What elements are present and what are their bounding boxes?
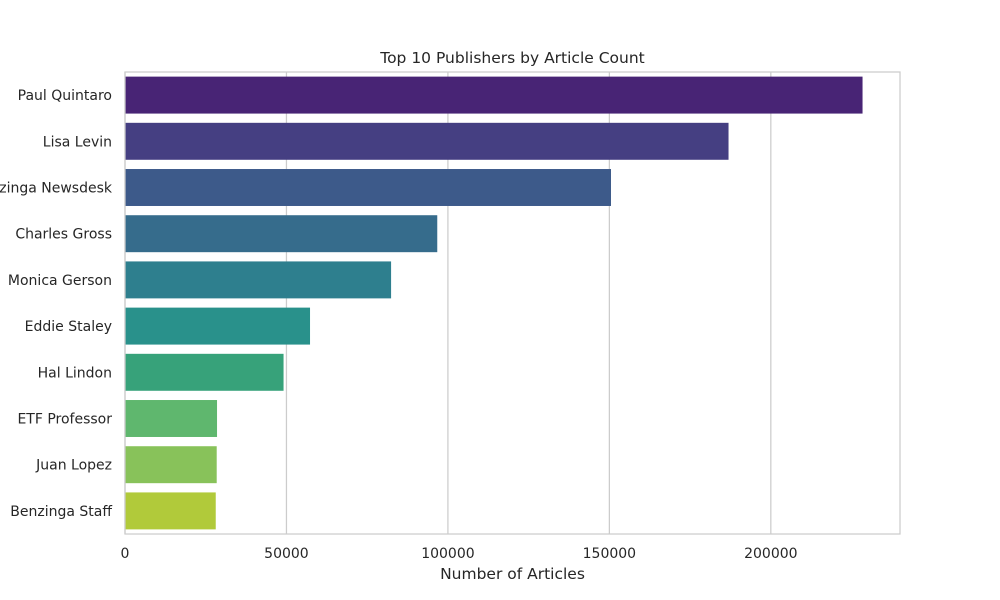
plot-frame: [124, 71, 901, 535]
bar: [125, 307, 311, 345]
bar: [125, 446, 217, 484]
x-tick-labels: 0 50000 100000 150000 200000: [121, 546, 798, 562]
y-tick-label: Lisa Levin: [43, 134, 112, 150]
bars: [125, 76, 863, 530]
x-tick-label: 0: [121, 546, 130, 562]
y-tick-label: Eddie Staley: [25, 319, 112, 335]
y-tick-label: Monica Gerson: [8, 273, 112, 289]
x-tick-label: 100000: [421, 546, 474, 562]
y-tick-label: Benzinga Staff: [10, 504, 112, 520]
bar: [125, 492, 216, 530]
x-axis-title: Number of Articles: [440, 565, 585, 583]
y-tick-label: Paul Quintaro: [18, 88, 112, 104]
x-tick-label: 200000: [744, 546, 797, 562]
bar: [125, 261, 392, 299]
y-tick-label: Hal Lindon: [38, 365, 112, 381]
y-tick-label: ETF Professor: [17, 412, 112, 428]
bar: [125, 353, 284, 391]
bar: [125, 215, 438, 253]
chart-title: Top 10 Publishers by Article Count: [379, 49, 645, 67]
y-tick-label: Charles Gross: [15, 227, 112, 243]
bar: [125, 400, 218, 437]
x-tick-label: 150000: [583, 546, 636, 562]
bar: [125, 122, 729, 160]
bar: [125, 169, 611, 206]
x-tick-label: 50000: [264, 546, 309, 562]
bar: [125, 76, 863, 114]
y-tick-label: Juan Lopez: [35, 458, 112, 474]
y-tick-label: Benzinga Newsdesk: [0, 181, 113, 197]
y-tick-labels: Paul Quintaro Lisa Levin Benzinga Newsdesk…: [0, 88, 113, 520]
